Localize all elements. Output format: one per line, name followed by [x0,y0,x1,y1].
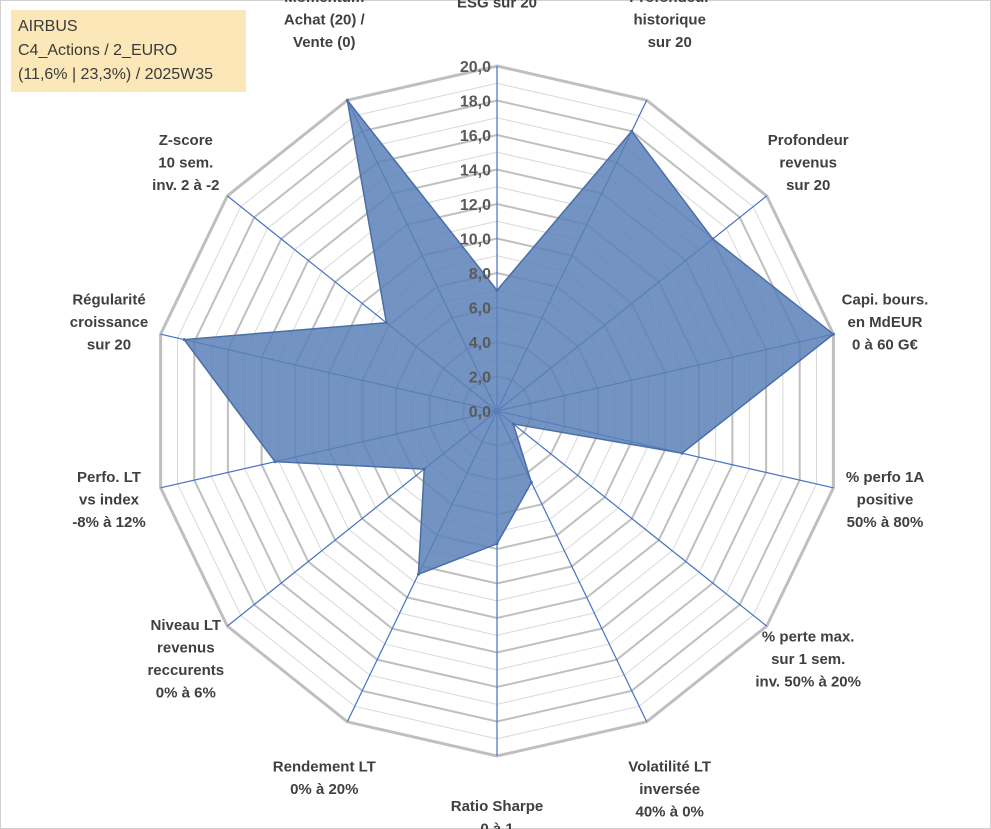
category-label-line: % perfo 1A [846,469,925,486]
category-label-line: Régularité [72,292,145,309]
category-label-line: Perfo. LT [77,469,141,486]
data-point [529,481,533,484]
category-label-line: 0% à 6% [156,685,216,702]
category-label-line: Volatilité LT [628,759,711,776]
category-label: NoteESG sur 20 [457,0,537,12]
category-label-line: croissance [70,314,148,331]
category-label-line: inversée [639,781,700,798]
category-label-line: Capi. bours. [842,292,929,309]
data-point [345,98,349,102]
category-label-line: 0% à 20% [290,781,358,798]
category-label-line: reccurents [147,662,224,679]
performance-stats: (11,6% | 23,3%) / 2025W35 [18,66,214,83]
category-label: % perfo 1A positive 50% à 80% [846,469,925,531]
tick-label: 14,0 [460,163,491,180]
category-label-line: 40% à 0% [636,804,704,821]
tick-label: 8,0 [469,266,491,283]
category-label-line: -8% à 12% [72,514,145,531]
category-label: Rendement LT 0% à 20% [273,759,376,799]
category-label: Niveau LT revenus reccurents 0% à 6% [147,617,224,702]
data-point [273,460,277,464]
category-label-line: sur 20 [87,337,131,354]
category-label: Z-score 10 sem. inv. 2 à -2 [152,132,219,194]
tick-label: 18,0 [460,94,491,111]
category-label-line: en MdEUR [848,314,923,331]
category-label: Volatilité LT inversée 40% à 0% [628,759,711,821]
tick-label: 6,0 [469,301,491,318]
category-label-line: 0 à 1 [480,821,513,829]
category-labels: NoteESG sur 20 Profondeur historique sur 20… [70,0,929,829]
tick-label: 2,0 [469,370,491,387]
tick-label: 4,0 [469,335,491,352]
category-label-line: inv. 2 à -2 [152,177,219,194]
category-label: % perte max. sur 1 sem. inv. 50% à 20% [755,628,861,690]
category-label-line: Niveau LT [151,617,222,634]
category-label-line: positive [857,491,914,508]
company-name: AIRBUS [18,18,78,35]
category-label-line: Z-score [159,132,213,149]
category-label-line: Achat (20) / [284,11,366,28]
radial-tick-labels: 0,0 2,0 4,0 6,0 8,0 10,0 12,0 14,0 16,0 18,0 20,0 [460,59,491,421]
category-label-line: inv. 50% à 20% [755,673,861,690]
category-label-line: Profondeur [629,0,710,6]
category-label: Profondeur historique sur 20 [629,0,710,51]
data-point [711,237,715,241]
category-label-line: vs index [79,491,140,508]
title-box: AIRBUS C4_Actions / 2_EURO (11,6% | 23,3… [11,10,246,92]
category-label-line: 0 à 60 G€ [852,337,919,354]
data-point [511,422,515,426]
category-label-line: Rendement LT [273,759,376,776]
category-label-line: historique [633,11,706,28]
category-label-line: Ratio Sharpe [451,798,544,815]
data-point [495,288,499,292]
category-label-line: Profondeur [768,132,849,149]
data-point [416,572,420,576]
category-label-line: sur 20 [648,34,692,51]
data-point [831,332,835,336]
category-label: Capi. bours. en MdEUR 0 à 60 G€ [842,292,929,354]
data-point [422,467,426,471]
category-label: Régularité croissance sur 20 [70,292,148,354]
data-point [630,129,634,133]
tick-label: 10,0 [460,232,491,249]
tick-label: 0,0 [469,404,491,421]
category-label-line: 10 sem. [158,155,213,172]
category-label-line: sur 20 [786,177,830,194]
category-label: Ratio Sharpe 0 à 1 [451,798,544,829]
category-label-line: revenus [157,640,215,657]
portfolio-category: C4_Actions / 2_EURO [18,42,178,59]
category-label-line: 50% à 80% [847,514,924,531]
data-point [182,338,186,342]
category-label-line: sur 1 sem. [771,651,845,668]
category-label-line: Momentum [284,0,364,6]
data-point [680,451,684,455]
category-label-line: Vente (0) [293,34,356,51]
category-label: Perfo. LT vs index -8% à 12% [72,469,145,531]
tick-label: 20,0 [460,59,491,76]
category-label-line: revenus [779,155,837,172]
category-label: Momentum Achat (20) / Vente (0) [284,0,366,51]
radar-series [182,98,835,576]
category-label: Profondeur revenus sur 20 [768,132,849,194]
category-label-line: % perte max. [762,628,855,645]
data-point [384,321,388,325]
tick-label: 16,0 [460,128,491,145]
axis-spoke [496,410,768,627]
tick-label: 12,0 [460,197,491,214]
category-label-line: ESG sur 20 [457,0,537,12]
data-point [495,542,499,546]
